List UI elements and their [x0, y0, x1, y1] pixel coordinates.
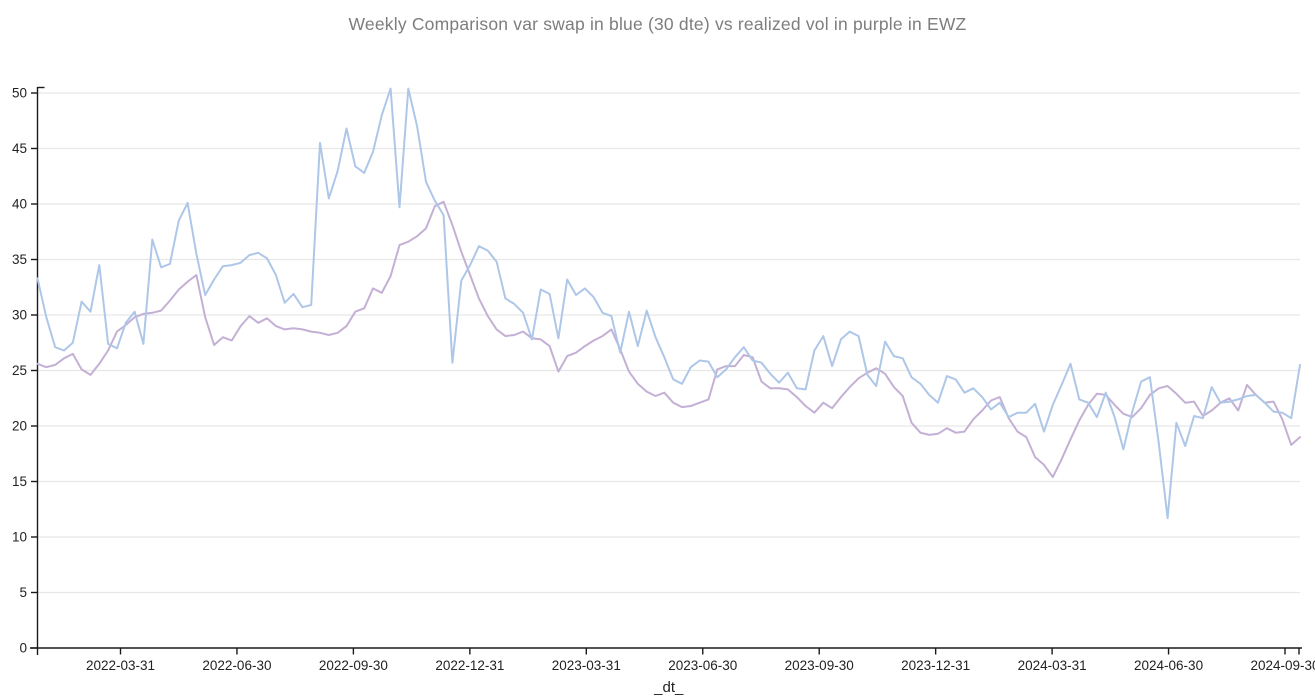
y-tick-label: 10	[12, 530, 27, 545]
y-tick-label: 35	[12, 252, 27, 267]
x-tick-label: 2024-03-31	[1018, 658, 1087, 673]
y-tick-label: 30	[12, 308, 27, 323]
x-axis-label: _dt_	[653, 679, 684, 696]
chart-title: Weekly Comparison var swap in blue (30 d…	[348, 14, 967, 34]
x-tick-label: 2022-06-30	[202, 658, 271, 673]
series-line-realized-vol	[36, 200, 1301, 479]
x-tick-label: 2023-03-31	[552, 658, 621, 673]
x-tick-label: 2023-06-30	[668, 658, 737, 673]
y-tick-label: 5	[19, 585, 27, 600]
y-tick-label: 0	[19, 641, 27, 656]
y-tick-label: 15	[12, 474, 27, 489]
x-tick-label: 2023-12-31	[901, 658, 970, 673]
x-tick-label: 2022-12-31	[435, 658, 504, 673]
series-line-var-swap	[36, 87, 1301, 520]
y-tick-label: 20	[12, 419, 27, 434]
x-tick-label: 2022-09-30	[319, 658, 388, 673]
y-tick-label: 45	[12, 141, 27, 156]
y-tick-label: 40	[12, 197, 27, 212]
x-tick-label: 2023-09-30	[785, 658, 854, 673]
y-tick-label: 25	[12, 363, 27, 378]
y-tick-label: 50	[12, 86, 27, 101]
x-tick-label: 2024-06-30	[1134, 658, 1203, 673]
x-tick-label: 2022-03-31	[86, 658, 155, 673]
x-tick-label: 2024-09-30	[1250, 658, 1315, 673]
